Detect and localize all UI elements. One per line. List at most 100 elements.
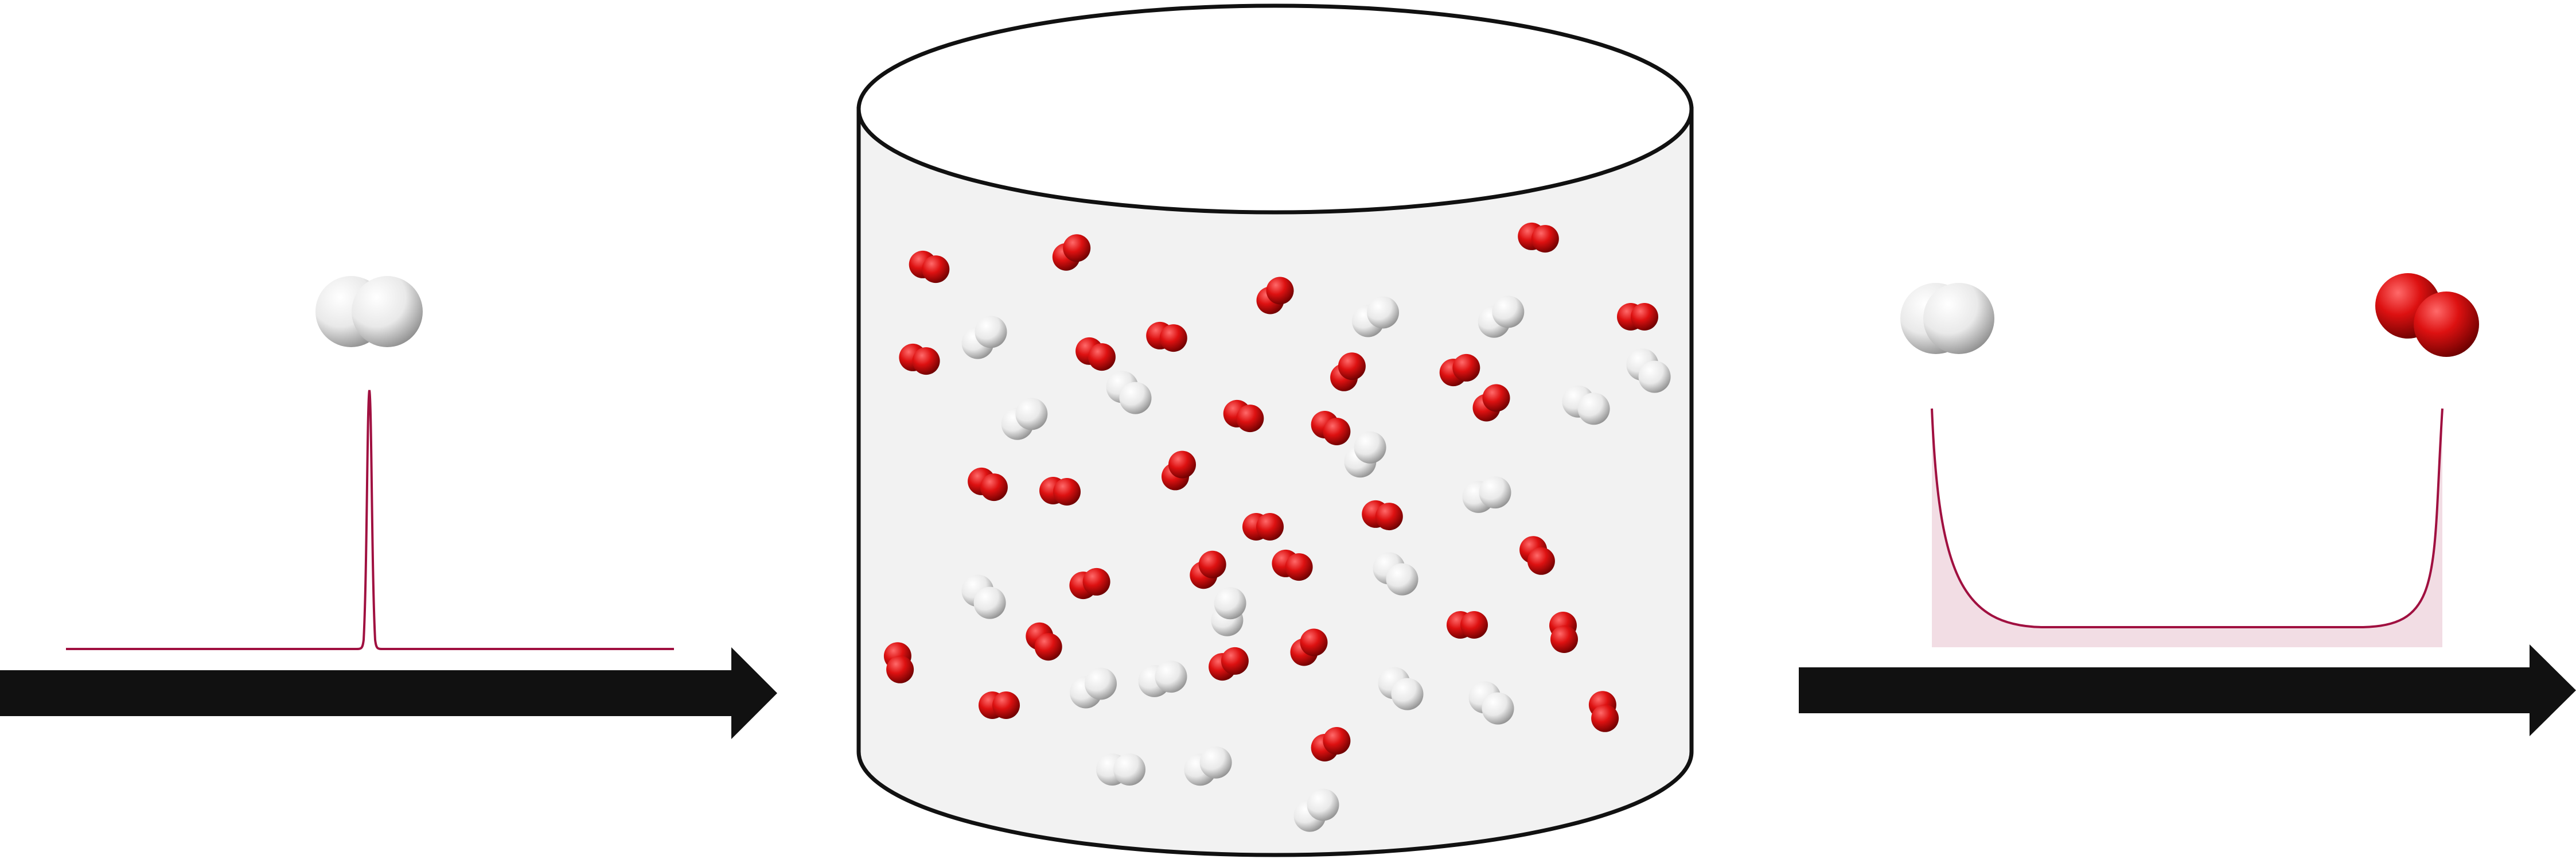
output-arrow [1799, 644, 2576, 736]
oxygen-atom [912, 347, 940, 375]
oxygen-atom [1300, 628, 1328, 656]
oxygen-molecule [1447, 611, 1488, 639]
oxygen-atom [1256, 513, 1284, 541]
hydrogen-molecule [1184, 746, 1232, 786]
oxygen-molecule [1617, 303, 1658, 331]
hydrogen-molecule [1211, 587, 1246, 636]
oxygen-atom [1082, 568, 1110, 596]
oxygen-atom [1482, 384, 1510, 412]
oxygen-molecule [1588, 691, 1619, 732]
hydrogen-atom [1577, 392, 1610, 425]
oxygen-molecule [968, 467, 1008, 502]
oxygen-molecule [1039, 477, 1081, 506]
oxygen-atom [886, 655, 914, 683]
oxygen-molecule [1311, 727, 1351, 761]
hydrogen-atom [1386, 563, 1418, 596]
reactor-molecules [883, 222, 1671, 832]
hydrogen-atom [1085, 667, 1117, 700]
hydrogen-molecule [1070, 667, 1117, 709]
oxygen-atom [980, 473, 1008, 502]
hydrogen-atom [1015, 398, 1048, 430]
hydrogen-molecule [1373, 552, 1418, 596]
oxygen-molecule [899, 343, 940, 375]
hydrogen-atom [1367, 296, 1399, 329]
cylinder-reactor [856, 3, 1694, 857]
oxygen-molecule [1146, 321, 1187, 352]
input-distribution-peak [66, 390, 674, 650]
oxygen-molecule [1330, 352, 1366, 391]
oxygen-atom [1221, 647, 1249, 675]
oxygen-atom [1168, 450, 1196, 479]
hydrogen-atom [973, 586, 1006, 619]
hydrogen-atom [1354, 431, 1386, 464]
hydrogen-atom [1199, 746, 1232, 779]
oxygen-atom [1452, 353, 1480, 382]
oxygen-atom [1034, 633, 1062, 661]
hydrogen-atom [975, 316, 1007, 348]
oxygen-atom [1323, 418, 1351, 445]
oxygen-atom [1285, 553, 1313, 581]
hydrogen-molecule [1344, 431, 1386, 478]
oxygen-molecule [1052, 234, 1091, 271]
hydrogen-molecule [1462, 476, 1511, 513]
oxygen-atom [1550, 625, 1578, 653]
oxygen-atom [1460, 611, 1488, 639]
oxygen-molecule [1256, 277, 1294, 314]
oxygen-atom [1088, 343, 1116, 371]
output-distribution-curve [1931, 408, 2444, 628]
oxygen-molecule [1519, 536, 1555, 575]
hydrogen-molecule [1562, 385, 1610, 425]
hydrogen-molecule [961, 316, 1007, 359]
oxygen-molecule [1162, 450, 1196, 491]
hydrogen-molecule [1096, 753, 1145, 786]
oxygen-atom [1236, 405, 1264, 433]
oxygen-molecule [883, 642, 914, 683]
oxygen-atom [922, 255, 950, 283]
oxygen-atom [1591, 704, 1619, 732]
oxygen-molecule [1190, 550, 1226, 589]
hydrogen-atom [1391, 678, 1424, 710]
oxygen-molecule [1272, 549, 1313, 581]
hydrogen-molecule [1293, 788, 1339, 832]
input-arrow [0, 647, 777, 739]
oxygen-molecule [1472, 384, 1510, 422]
oxygen-molecule [979, 691, 1020, 719]
hydrogen-atom [1113, 753, 1145, 786]
oxygen-molecule [1518, 222, 1559, 253]
oxygen-molecule [1311, 411, 1351, 445]
output-oxygen-molecule [2375, 273, 2479, 357]
hydrogen-atom [1155, 660, 1187, 693]
oxygen-atom [1198, 550, 1226, 578]
oxygen-molecule [1069, 568, 1110, 600]
output-distribution-fill [1932, 409, 2442, 647]
hydrogen-atom [1119, 382, 1152, 414]
oxygen-molecule [1075, 337, 1116, 371]
oxygen-atom [1323, 727, 1351, 755]
hydrogen-molecule [1468, 681, 1514, 725]
oxygen-atom [1631, 303, 1658, 331]
oxygen-molecule [1362, 500, 1403, 531]
hydrogen-molecule [1378, 667, 1424, 710]
oxygen-atom [1338, 352, 1366, 380]
oxygen-atom [1063, 234, 1091, 262]
hydrogen-atom [1307, 788, 1339, 821]
hydrogen-molecule [1352, 296, 1399, 337]
oxygen-molecule [1242, 513, 1284, 541]
input-hydrogen-molecule [315, 276, 423, 347]
hydrogen-molecule [961, 574, 1006, 619]
oxygen-atom [1159, 324, 1187, 352]
oxygen-atom [1053, 478, 1081, 506]
cylinder-body [856, 107, 1694, 857]
oxygen-molecule [1549, 612, 1578, 653]
oxygen-atom [1527, 547, 1555, 575]
hydrogen-atom [1214, 587, 1246, 620]
cylinder-top [856, 3, 1694, 215]
oxygen-atom [992, 691, 1020, 719]
hydrogen-molecule [1001, 398, 1048, 440]
oxygen-molecule [909, 250, 950, 283]
hydrogen-atom [1638, 360, 1671, 393]
oxygen-atom [1375, 503, 1403, 531]
oxygen-atom [1266, 277, 1294, 305]
hydrogen-atom [1479, 476, 1511, 509]
